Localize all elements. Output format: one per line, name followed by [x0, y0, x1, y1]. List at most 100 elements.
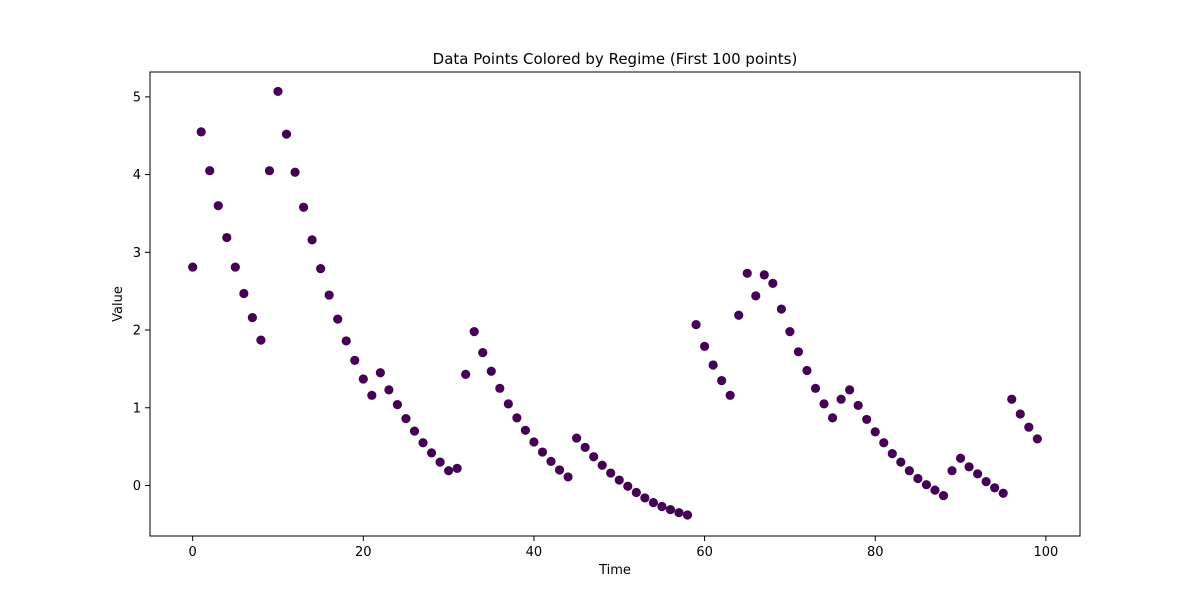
- data-point: [256, 335, 266, 345]
- data-point: [290, 167, 300, 177]
- data-point: [674, 508, 684, 518]
- data-point: [452, 463, 462, 473]
- data-point: [802, 365, 812, 376]
- data-point: [921, 480, 932, 490]
- data-point: [759, 270, 769, 280]
- data-point: [478, 347, 488, 358]
- data-point: [819, 399, 829, 409]
- x-tick-label: 100: [1033, 545, 1058, 560]
- data-point: [222, 232, 232, 243]
- y-tick-label: 0: [133, 479, 141, 494]
- data-point: [316, 264, 326, 274]
- data-point: [1032, 434, 1042, 444]
- data-point: [469, 326, 479, 337]
- data-point: [964, 462, 974, 472]
- data-point: [1015, 409, 1025, 419]
- y-tick-label: 3: [133, 246, 141, 261]
- data-point: [665, 504, 676, 515]
- data-point: [418, 438, 428, 448]
- x-tick-label: 20: [355, 545, 372, 560]
- data-point: [930, 485, 940, 495]
- data-point: [273, 86, 283, 97]
- data-point: [742, 268, 752, 278]
- x-tick-label: 40: [526, 545, 543, 560]
- data-point: [281, 129, 292, 139]
- data-point: [520, 425, 531, 435]
- data-point: [350, 355, 360, 365]
- data-point: [188, 262, 198, 272]
- data-point: [793, 347, 804, 357]
- data-point: [392, 400, 403, 410]
- data-point: [401, 414, 411, 424]
- data-point: [734, 310, 744, 320]
- data-point: [495, 383, 505, 393]
- data-point: [589, 452, 599, 462]
- data-point: [554, 465, 565, 475]
- x-tick-label: 0: [189, 545, 197, 560]
- data-point: [691, 320, 701, 330]
- data-point: [751, 291, 761, 301]
- data-point: [1007, 394, 1017, 404]
- data-point: [375, 368, 385, 378]
- x-tick-label: 60: [696, 545, 713, 560]
- plot-area-frame: [149, 71, 1081, 537]
- data-point: [938, 490, 949, 501]
- data-point: [682, 510, 693, 520]
- data-point: [1024, 422, 1034, 432]
- data-point: [836, 394, 846, 404]
- data-point: [725, 390, 735, 400]
- data-point: [461, 369, 471, 379]
- data-point: [614, 475, 624, 485]
- data-point: [717, 375, 727, 386]
- y-axis-ticks: 0 1 2 3 4 5: [133, 90, 150, 494]
- data-point: [409, 426, 420, 436]
- data-point: [486, 366, 496, 376]
- data-point: [512, 413, 522, 423]
- data-point: [981, 476, 991, 487]
- x-tick-label: 80: [867, 545, 884, 560]
- data-point: [529, 437, 539, 447]
- data-point: [597, 460, 607, 470]
- data-point: [973, 469, 983, 479]
- data-point: [213, 201, 223, 211]
- data-points: [188, 86, 1042, 520]
- data-point: [640, 493, 650, 503]
- y-tick-label: 4: [133, 168, 141, 183]
- data-point: [896, 457, 906, 467]
- data-point: [333, 314, 343, 324]
- data-point: [426, 448, 437, 458]
- data-point: [657, 501, 667, 512]
- data-point: [699, 341, 710, 351]
- data-point: [563, 472, 573, 482]
- data-point: [776, 304, 786, 314]
- data-point: [572, 433, 582, 443]
- data-point: [341, 336, 351, 346]
- data-point: [358, 374, 368, 384]
- data-point: [324, 290, 334, 300]
- data-point: [947, 466, 957, 476]
- y-axis-label: Value: [111, 286, 126, 322]
- data-point: [845, 385, 855, 395]
- y-tick-label: 5: [133, 90, 141, 105]
- chart-title: Data Points Colored by Regime (First 100…: [433, 50, 798, 68]
- data-point: [623, 481, 633, 491]
- data-point: [196, 127, 206, 137]
- data-point: [870, 427, 880, 437]
- data-point: [247, 313, 257, 323]
- data-point: [205, 166, 215, 176]
- data-point: [904, 466, 914, 476]
- data-point: [230, 262, 240, 272]
- data-point: [435, 457, 445, 467]
- data-point: [239, 288, 249, 299]
- data-point: [827, 413, 838, 423]
- data-point: [648, 497, 658, 508]
- data-point: [537, 447, 548, 457]
- y-tick-label: 1: [133, 401, 141, 416]
- data-point: [998, 488, 1008, 498]
- data-point: [298, 202, 309, 212]
- x-axis-ticks: 0 20 40 60 80 100: [189, 536, 1058, 560]
- data-point: [708, 360, 718, 370]
